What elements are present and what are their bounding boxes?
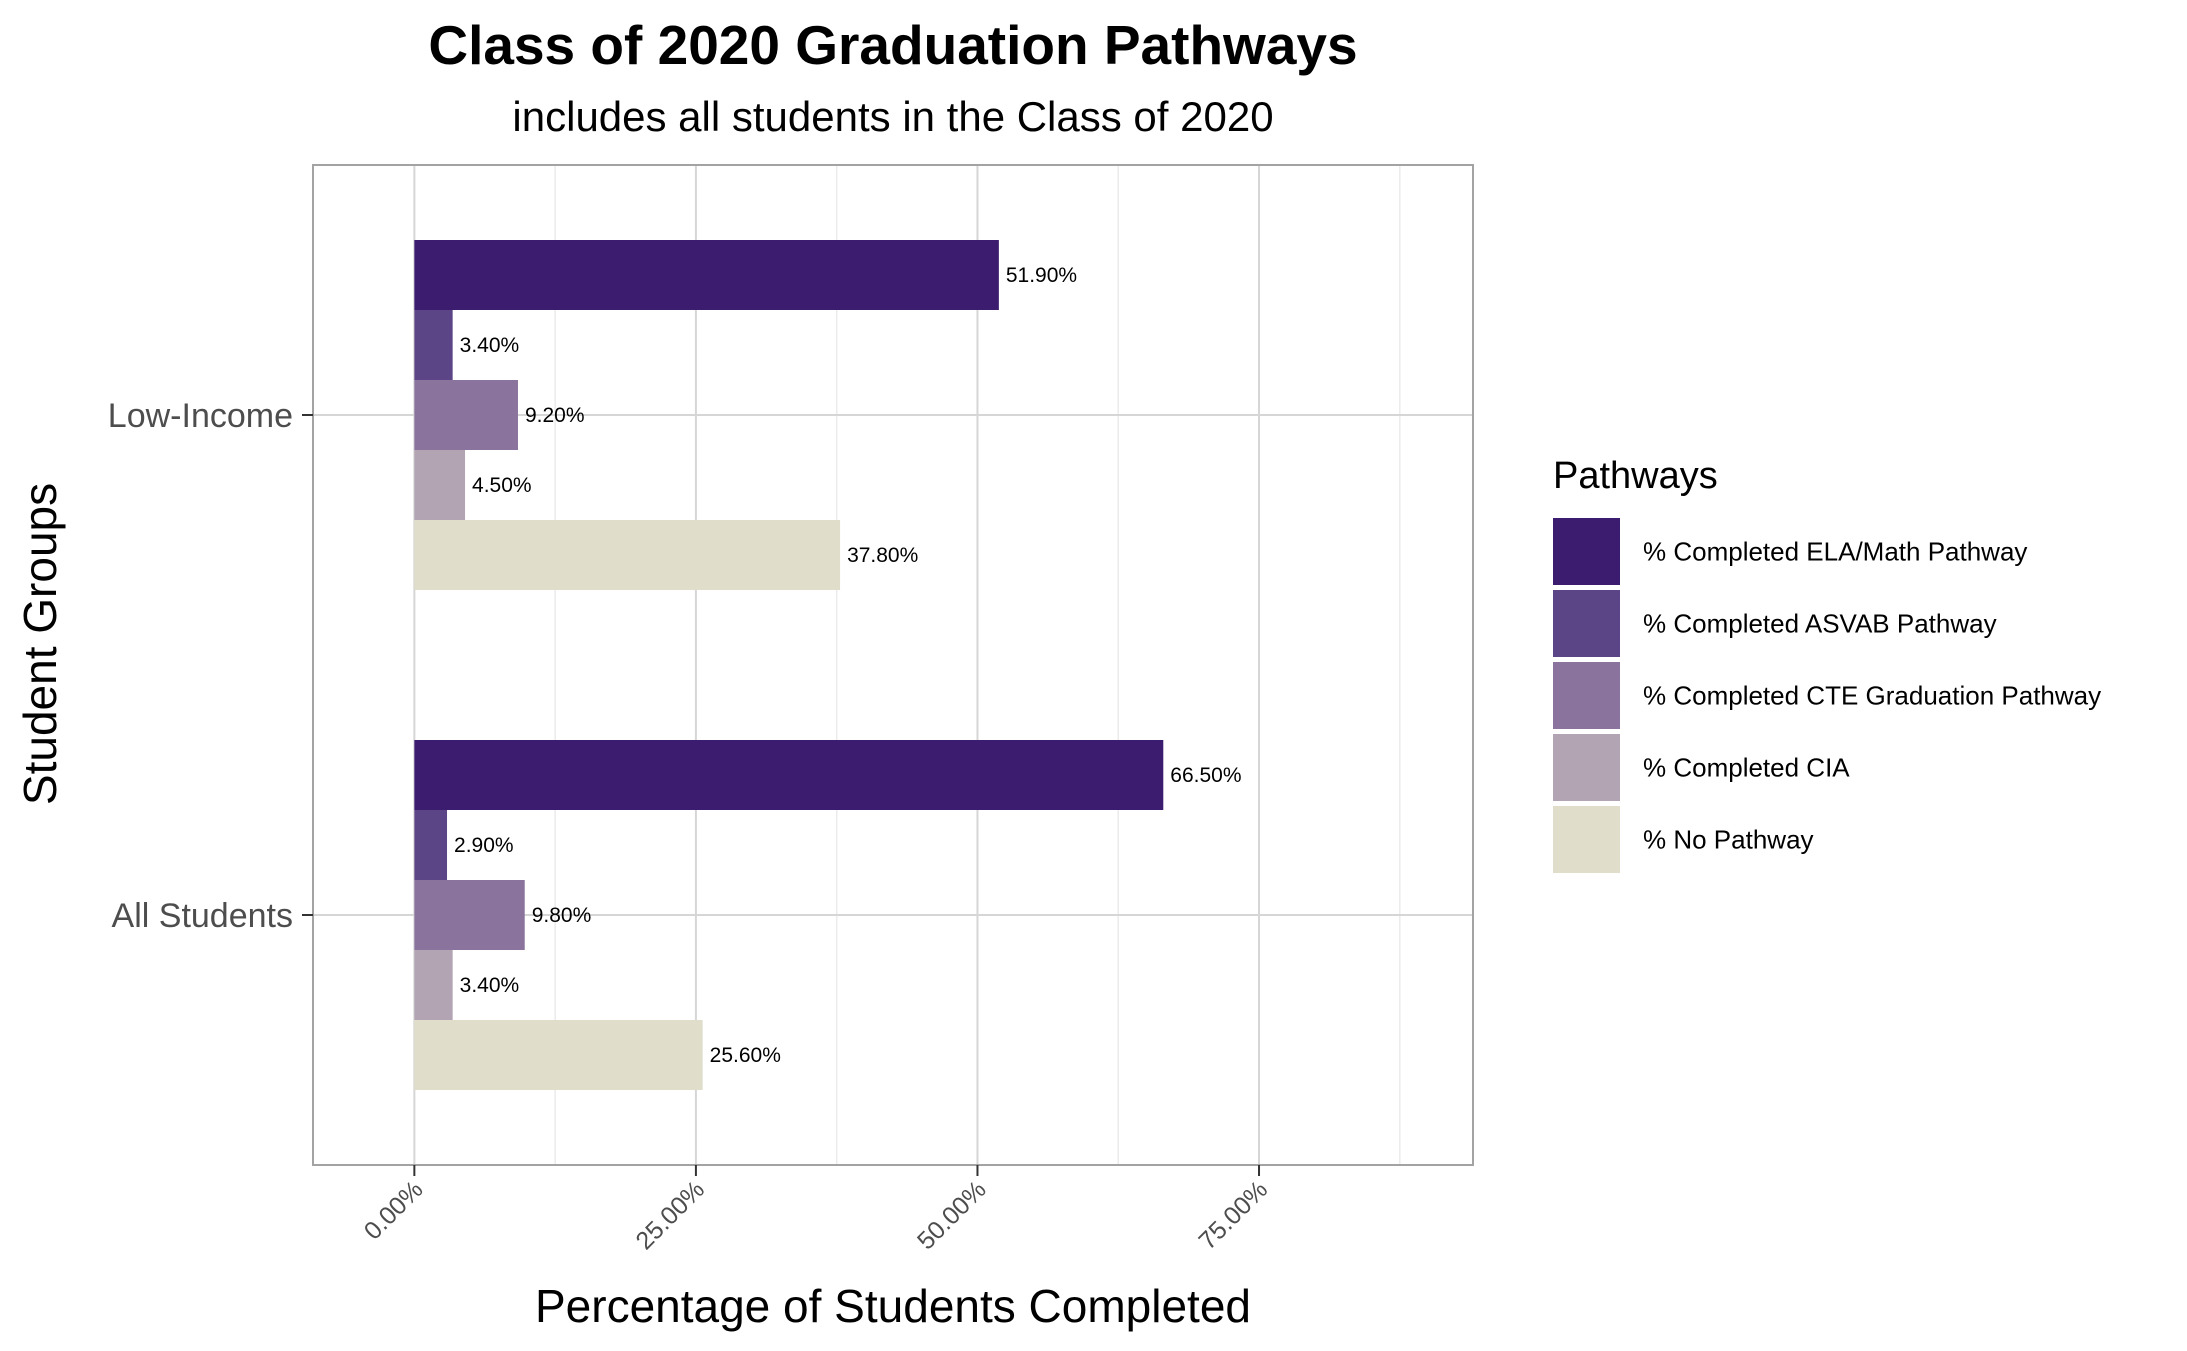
bar-value-label: 3.40% bbox=[460, 334, 520, 357]
bar bbox=[414, 740, 1164, 810]
legend-label: % Completed CTE Graduation Pathway bbox=[1643, 681, 2101, 711]
chart-title: Class of 2020 Graduation Pathways bbox=[428, 14, 1357, 76]
bar-value-label: 37.80% bbox=[847, 544, 918, 567]
bar-value-label: 2.90% bbox=[454, 834, 514, 857]
bar bbox=[414, 450, 466, 520]
bar bbox=[414, 380, 518, 450]
x-tick-label: 25.00% bbox=[630, 1175, 710, 1255]
y-tick-label: All Students bbox=[112, 897, 293, 935]
legend-label: % Completed CIA bbox=[1643, 753, 1850, 783]
chart-subtitle: includes all students in the Class of 20… bbox=[512, 93, 1273, 140]
legend-swatch bbox=[1553, 734, 1620, 801]
y-tick-label: Low-Income bbox=[108, 397, 293, 435]
plot-panel-border bbox=[312, 164, 1474, 1166]
bars: 51.90% 66.50% 3.40% 2.90% 9.20% 9.80% 4.50% 3.4… bbox=[414, 240, 1242, 1090]
bar bbox=[414, 1020, 703, 1090]
legend-label: % No Pathway bbox=[1643, 825, 1814, 855]
legend-swatch bbox=[1553, 806, 1620, 873]
legend-label: % Completed ELA/Math Pathway bbox=[1643, 537, 2027, 567]
bar-value-label: 3.40% bbox=[460, 974, 520, 997]
bar bbox=[414, 810, 448, 880]
legend-swatch bbox=[1553, 662, 1620, 729]
x-tick-label: 0.00% bbox=[359, 1175, 429, 1245]
legend-label: % Completed ASVAB Pathway bbox=[1643, 609, 1997, 639]
x-tick-label: 50.00% bbox=[912, 1175, 992, 1255]
x-tick-label: 75.00% bbox=[1194, 1175, 1274, 1255]
bar bbox=[414, 240, 999, 310]
grid-lines bbox=[313, 165, 1473, 1165]
x-axis-title: Percentage of Students Completed bbox=[535, 1280, 1251, 1332]
y-axis-title: Student Groups bbox=[14, 483, 66, 805]
legend: Pathways % Completed ELA/Math Pathway % Co… bbox=[1553, 455, 2101, 873]
bar-value-label: 66.50% bbox=[1170, 764, 1241, 787]
bar-value-label: 9.80% bbox=[532, 904, 592, 927]
bar bbox=[414, 880, 525, 950]
bar-value-label: 51.90% bbox=[1006, 264, 1077, 287]
bar bbox=[414, 950, 453, 1020]
bar-value-label: 9.20% bbox=[525, 404, 585, 427]
bar-value-label: 4.50% bbox=[472, 474, 532, 497]
bar bbox=[414, 310, 453, 380]
bar bbox=[414, 520, 841, 590]
legend-title: Pathways bbox=[1553, 455, 1718, 497]
bar-value-label: 25.60% bbox=[710, 1044, 781, 1067]
legend-swatch bbox=[1553, 518, 1620, 585]
legend-swatch bbox=[1553, 590, 1620, 657]
